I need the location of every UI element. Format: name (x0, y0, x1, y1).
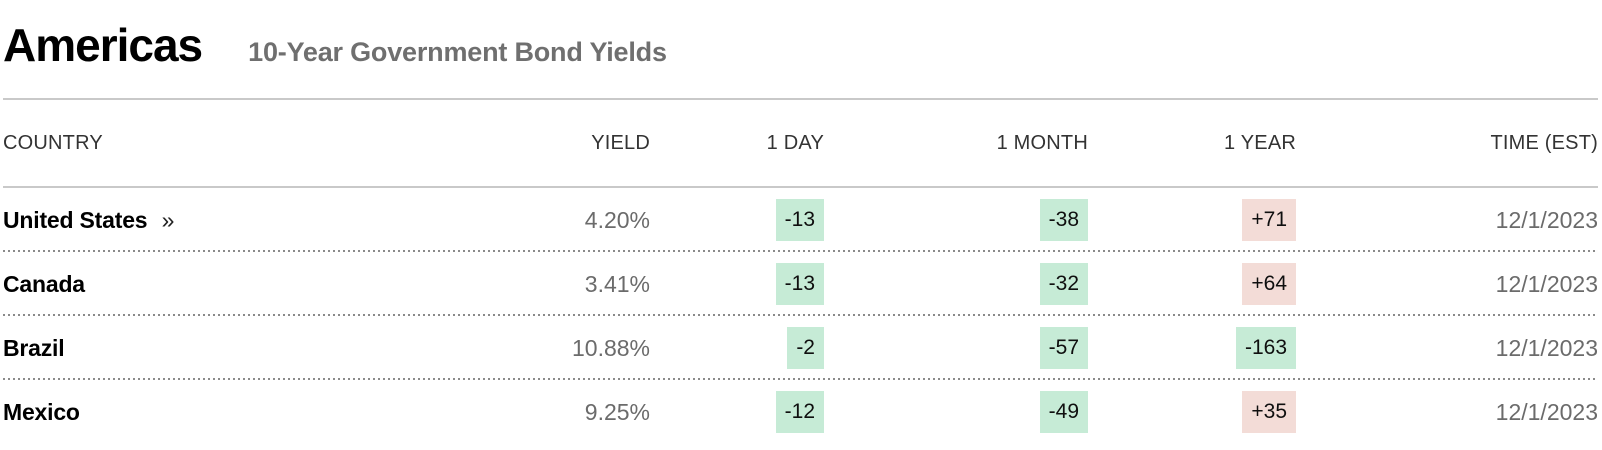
yield-value: 10.88% (571, 334, 650, 361)
column-header-1day: 1 DAY (766, 131, 824, 154)
country-name: Brazil (3, 334, 65, 361)
column-header-yield: YIELD (591, 131, 650, 154)
change-1month-badge: -49 (1039, 391, 1088, 433)
country-link[interactable]: United States » (3, 207, 470, 234)
column-header-1month: 1 MONTH (996, 131, 1088, 154)
country-name: Mexico (3, 398, 80, 425)
country-label: Canada (3, 271, 470, 298)
change-1day-badge: -12 (775, 391, 824, 433)
table-row: United States » 4.20% -13 -38 +71 12/1/2… (3, 188, 1598, 252)
double-chevron-icon: » (161, 206, 175, 233)
table-row: Mexico 9.25% -12 -49 +35 12/1/2023 (3, 380, 1598, 444)
column-header-time: TIME (EST) (1490, 131, 1598, 154)
change-1day-badge: -2 (787, 327, 824, 369)
table-header-row: COUNTRY YIELD 1 DAY 1 MONTH 1 YEAR TIME … (3, 100, 1598, 188)
table-subtitle: 10-Year Government Bond Yields (248, 37, 667, 67)
change-1month-badge: -32 (1039, 263, 1088, 305)
column-header-1year: 1 YEAR (1224, 131, 1296, 154)
column-header-country: COUNTRY (3, 131, 103, 154)
change-1day-badge: -13 (775, 263, 824, 305)
country-label: Brazil (3, 335, 470, 362)
time-value: 12/1/2023 (1495, 334, 1598, 361)
change-1year-badge: -163 (1235, 327, 1296, 369)
change-1month-badge: -38 (1039, 199, 1088, 241)
time-value: 12/1/2023 (1495, 398, 1598, 425)
time-value: 12/1/2023 (1495, 206, 1598, 233)
change-1day-badge: -13 (775, 199, 824, 241)
yield-value: 9.25% (584, 398, 650, 425)
yield-value: 4.20% (584, 206, 650, 233)
yield-value: 3.41% (584, 270, 650, 297)
region-title: Americas (3, 19, 203, 71)
change-1year-badge: +71 (1242, 199, 1296, 241)
table-row: Canada 3.41% -13 -32 +64 12/1/2023 (3, 252, 1598, 316)
change-1year-badge: +35 (1242, 391, 1296, 433)
change-1month-badge: -57 (1039, 327, 1088, 369)
country-label: Mexico (3, 399, 470, 426)
country-name: United States (3, 206, 148, 233)
country-name: Canada (3, 270, 85, 297)
time-value: 12/1/2023 (1495, 270, 1598, 297)
change-1year-badge: +64 (1242, 263, 1296, 305)
panel-header: Americas 10-Year Government Bond Yields (3, 0, 1598, 100)
table-row: Brazil 10.88% -2 -57 -163 12/1/2023 (3, 316, 1598, 380)
